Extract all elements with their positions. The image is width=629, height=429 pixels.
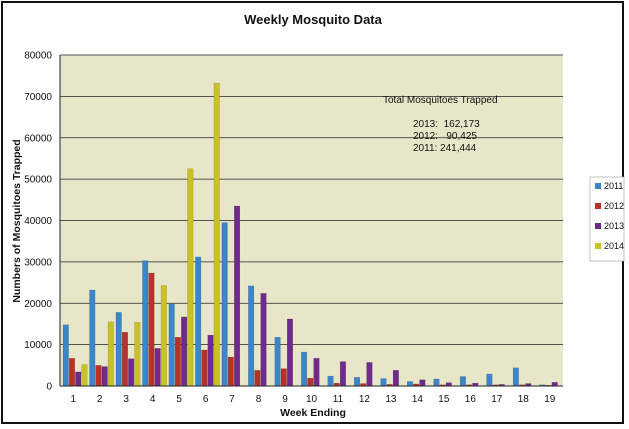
y-tick-label: 70000 (24, 92, 52, 103)
y-tick-label: 20000 (24, 299, 52, 310)
annotation-line-2012: 2012: 90,425 (413, 131, 477, 142)
bar-2013-week-6 (207, 334, 214, 387)
legend: 2011 2012 2013 2014 (589, 176, 625, 262)
x-tick-label: 19 (544, 394, 556, 405)
totals-annotation: Total Mosquitoes Trapped 2013: 162,173 2… (383, 95, 498, 154)
bar-2011-week-8 (248, 285, 255, 387)
bar-2011-week-11 (327, 375, 334, 387)
bar-2013-week-3 (128, 358, 135, 387)
bar-2013-week-13 (392, 370, 399, 387)
x-tick-label: 3 (123, 394, 129, 405)
y-tick-label: 60000 (24, 133, 52, 144)
bar-2013-week-4 (154, 348, 161, 387)
bar-2014-week-4 (160, 285, 167, 387)
bar-2013-week-2 (101, 366, 108, 387)
x-tick-label: 6 (203, 394, 209, 405)
annotation-heading: Total Mosquitoes Trapped (383, 95, 498, 106)
bar-2012-week-5 (174, 336, 181, 387)
legend-swatch-2011 (595, 183, 601, 189)
bar-2013-week-7 (234, 205, 241, 387)
bar-2013-week-5 (181, 316, 188, 387)
x-tick-label: 9 (282, 394, 288, 405)
bar-2012-week-2 (95, 365, 102, 387)
x-tick-label: 12 (359, 394, 371, 405)
bar-2011-week-6 (195, 256, 202, 387)
y-tick-label: 50000 (24, 175, 52, 186)
bar-2013-week-19 (551, 382, 558, 387)
bar-2012-week-4 (148, 272, 155, 387)
chart-frame: Weekly Mosquito Data 0 10000 20000 30000 400… (1, 1, 625, 424)
bar-2013-week-10 (313, 358, 320, 387)
legend-label-2011: 2011 (604, 181, 623, 191)
bar-2012-week-9 (280, 368, 287, 387)
bar-2011-week-3 (115, 312, 122, 387)
x-tick-label: 7 (229, 394, 235, 405)
bar-2011-week-12 (354, 377, 361, 387)
x-tick-label: 8 (256, 394, 262, 405)
x-axis-label: Week Ending (280, 407, 346, 419)
chart-title: Weekly Mosquito Data (244, 12, 383, 27)
bar-2014-week-2 (107, 321, 114, 387)
bar-2012-week-3 (121, 332, 128, 387)
y-tick-label: 10000 (24, 340, 52, 351)
bar-2011-week-2 (89, 289, 96, 387)
annotation-line-2011: 2011: 241,444 (413, 143, 477, 154)
x-tick-label: 16 (465, 394, 477, 405)
bar-2011-week-17 (486, 373, 493, 387)
bar-2011-week-10 (301, 351, 308, 387)
chart: Weekly Mosquito Data 0 10000 20000 30000 400… (11, 12, 625, 419)
x-tick-label: 4 (150, 394, 156, 405)
x-tick-label: 11 (333, 394, 344, 405)
bar-2011-week-5 (168, 303, 175, 387)
bar-2012-week-6 (201, 349, 208, 387)
bar-2012-week-7 (227, 356, 234, 387)
legend-swatch-2014 (595, 243, 601, 249)
y-tick-label: 30000 (24, 257, 52, 268)
bar-2013-week-9 (286, 318, 293, 387)
legend-swatch-2013 (595, 223, 601, 229)
bar-2014-week-6 (213, 82, 220, 387)
bar-2011-week-9 (274, 336, 281, 387)
bar-2011-week-18 (512, 367, 519, 387)
bar-2011-week-14 (406, 381, 413, 387)
bar-2011-week-7 (221, 222, 228, 387)
x-tick-label: 1 (70, 394, 76, 405)
legend-label-2014: 2014 (604, 241, 624, 251)
bar-2011-week-4 (142, 260, 149, 387)
legend-swatch-2012 (595, 203, 601, 209)
bar-2013-week-8 (260, 293, 267, 387)
bar-2012-week-1 (68, 358, 75, 387)
bar-2013-week-11 (339, 361, 346, 387)
y-tick-label: 40000 (24, 216, 52, 227)
bar-2013-week-1 (75, 371, 82, 387)
x-tick-label: 14 (412, 394, 424, 405)
bar-2011-week-16 (459, 376, 466, 387)
x-tick-label: 13 (385, 394, 397, 405)
y-tick-label: 80000 (24, 51, 52, 62)
x-tick-label: 17 (491, 394, 503, 405)
x-tick-label: 10 (306, 394, 318, 405)
bar-2014-week-1 (81, 364, 88, 387)
x-tick-label: 18 (518, 394, 530, 405)
y-axis-label: Numbers of Mosquitoes Trapped (11, 139, 23, 302)
bar-2013-week-12 (366, 362, 373, 387)
bar-2011-week-1 (62, 324, 69, 387)
annotation-line-2013: 2013: 162,173 (413, 119, 480, 130)
legend-label-2012: 2012 (604, 201, 624, 211)
y-tick-label: 0 (46, 382, 52, 393)
bar-2012-week-8 (254, 370, 261, 387)
bar-2011-week-15 (433, 378, 440, 387)
x-tick-label: 2 (97, 394, 103, 405)
bar-2014-week-5 (187, 168, 194, 387)
bar-2011-week-13 (380, 378, 387, 387)
bar-2013-week-14 (419, 379, 426, 387)
bar-2012-week-10 (307, 377, 314, 387)
legend-label-2013: 2013 (604, 221, 624, 231)
bar-2014-week-3 (134, 322, 141, 387)
x-tick-label: 15 (438, 394, 450, 405)
x-tick-label: 5 (176, 394, 182, 405)
